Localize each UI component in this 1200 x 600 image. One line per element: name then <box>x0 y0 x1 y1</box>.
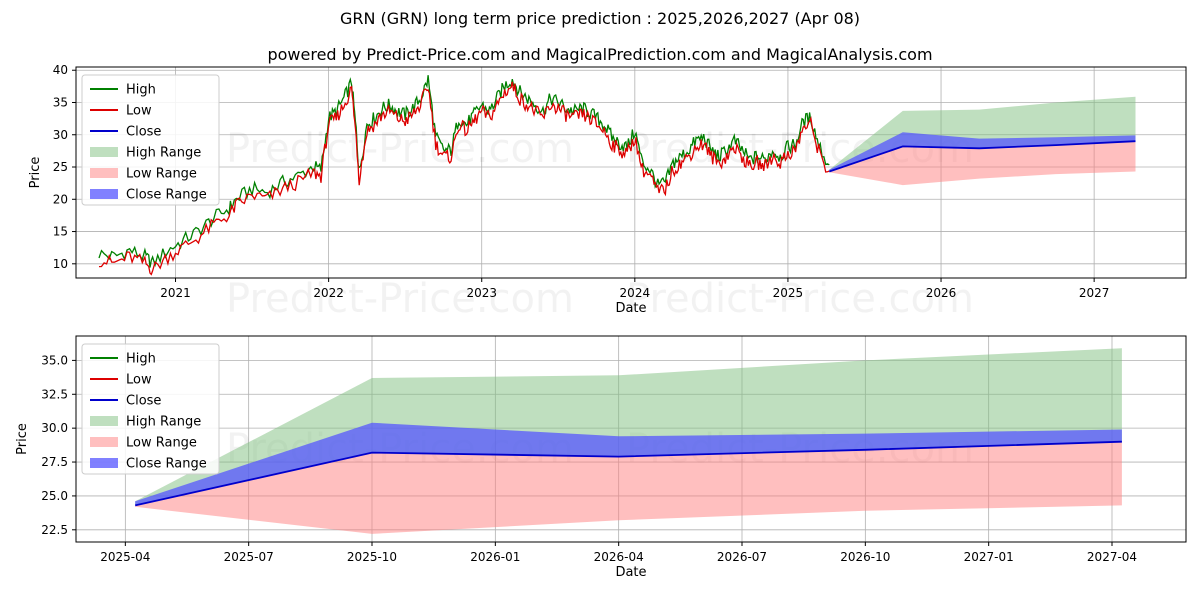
low-range-band <box>829 141 1136 186</box>
y-tick-label: 25.0 <box>41 489 68 503</box>
x-tick-label: 2025 <box>773 286 804 300</box>
close-series-line <box>829 140 1136 173</box>
x-tick-label: 2026-10 <box>840 550 890 564</box>
y-axis-label: Price <box>15 423 30 455</box>
high-series-line <box>98 75 830 268</box>
close-range-band <box>135 422 1122 506</box>
y-tick-label: 22.5 <box>41 523 68 537</box>
y-tick-label: 10 <box>53 257 68 271</box>
y-tick-label: 15 <box>53 225 68 239</box>
x-tick-label: 2027-04 <box>1087 550 1137 564</box>
watermark: Predict-Price.com <box>226 276 574 322</box>
y-tick-label: 35.0 <box>41 353 68 367</box>
y-tick-label: 20 <box>53 192 68 206</box>
y-tick-label: 35 <box>53 95 68 109</box>
x-tick-label: 2026 <box>926 286 957 300</box>
y-tick-label: 40 <box>53 63 68 77</box>
legend-label: High Range <box>126 146 201 161</box>
x-tick-label: 2026-01 <box>470 550 520 564</box>
x-tick-label: 2021 <box>160 286 191 300</box>
x-tick-label: 2023 <box>466 286 497 300</box>
x-tick-label: 2022 <box>313 286 344 300</box>
close-range-band <box>829 132 1136 172</box>
legend-label: Close <box>126 125 161 140</box>
legend-label: High <box>126 352 156 367</box>
chart-subtitle: powered by Predict-Price.com and Magical… <box>267 45 933 64</box>
legend-patch-swatch <box>90 416 118 426</box>
chart-panel-1: Predict-Price.com Predict-Price.com Predic… <box>28 63 1187 322</box>
x-tick-label: 2025-04 <box>100 550 150 564</box>
x-axis-label: Date <box>615 301 646 316</box>
chart-panel-2: Predict-Price.comPredict-Price.com2025-0… <box>15 335 1187 580</box>
legend-patch-swatch <box>90 147 118 157</box>
low-range-band <box>135 441 1122 534</box>
watermark: Predict-Price.com <box>626 276 974 322</box>
x-tick-label: 2026-04 <box>594 550 644 564</box>
plot-area <box>98 75 1136 276</box>
x-tick-label: 2027 <box>1079 286 1110 300</box>
x-tick-label: 2027-01 <box>964 550 1014 564</box>
y-tick-label: 27.5 <box>41 455 68 469</box>
y-tick-label: 30.0 <box>41 421 68 435</box>
legend-label: Low <box>126 373 152 388</box>
legend-label: High Range <box>126 415 201 430</box>
high-range-band <box>135 348 1122 506</box>
legend-patch-swatch <box>90 189 118 199</box>
y-tick-label: 32.5 <box>41 387 68 401</box>
y-axis-label: Price <box>28 157 43 189</box>
chart-title: GRN (GRN) long term price prediction : 2… <box>339 9 861 28</box>
legend-label: Low Range <box>126 167 197 182</box>
axes-frame <box>75 335 1187 543</box>
close-series-line <box>135 440 1122 507</box>
plot-area <box>135 348 1122 534</box>
legend-label: Close Range <box>126 457 207 472</box>
x-tick-label: 2024 <box>620 286 651 300</box>
watermark: Predict-Price.com <box>226 126 574 172</box>
x-axis-label: Date <box>615 565 646 580</box>
legend-patch-swatch <box>90 437 118 447</box>
y-tick-label: 25 <box>53 160 68 174</box>
low-series-line <box>98 81 830 276</box>
legend-label: Low <box>126 104 152 119</box>
legend-patch-swatch <box>90 458 118 468</box>
legend-label: High <box>126 83 156 98</box>
x-tick-label: 2025-07 <box>224 550 274 564</box>
high-range-band <box>829 96 1136 172</box>
legend-label: Close Range <box>126 188 207 203</box>
x-tick-label: 2025-10 <box>347 550 397 564</box>
legend-label: Close <box>126 394 161 409</box>
y-tick-label: 30 <box>53 128 68 142</box>
x-tick-label: 2026-07 <box>717 550 767 564</box>
legend-patch-swatch <box>90 168 118 178</box>
legend-label: Low Range <box>126 436 197 451</box>
axes-frame <box>75 66 1187 279</box>
